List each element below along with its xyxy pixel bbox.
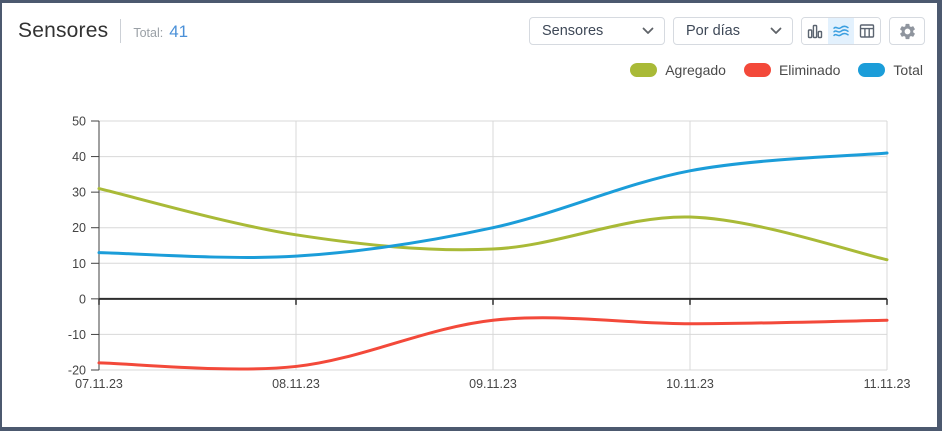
line-chart-icon [833,25,849,37]
header-divider [120,19,122,43]
widget-header: Sensores Total: 41 Sensores Por días [2,3,937,47]
legend-item-eliminado[interactable]: Eliminado [743,62,841,78]
legend-label-agregado: Agregado [665,62,726,78]
legend-label-eliminado: Eliminado [778,62,841,78]
series-total [97,151,889,259]
page-title: Sensores [18,19,109,42]
svg-text:0: 0 [79,292,86,306]
svg-text:-20: -20 [68,364,86,378]
bar-chart-icon [807,24,823,39]
metric-select-value: Sensores [542,23,604,39]
table-view-button[interactable] [854,18,880,44]
svg-text:20: 20 [72,221,86,235]
metric-select[interactable]: Sensores [529,17,665,45]
chevron-down-icon [642,27,654,34]
svg-text:11.11.23: 11.11.23 [864,377,911,391]
series-agregado [97,187,889,262]
svg-text:09.11.23: 09.11.23 [469,377,517,391]
svg-text:08.11.23: 08.11.23 [272,377,320,391]
svg-text:10: 10 [72,257,86,271]
svg-text:30: 30 [72,186,86,200]
legend-swatch-agregado [630,63,658,77]
legend-swatch-eliminado [743,63,771,77]
svg-text:-10: -10 [68,328,86,342]
legend-label-total: Total [893,62,923,78]
settings-button[interactable] [889,17,925,45]
chart-view-switcher [801,17,881,45]
bar-chart-view-button[interactable] [802,18,828,44]
period-select-value: Por días [686,23,740,39]
legend-swatch-total [858,63,886,77]
chevron-down-icon [770,27,782,34]
period-select[interactable]: Por días [673,17,793,45]
gear-icon [899,23,915,39]
series-eliminado [97,316,889,371]
legend-item-total[interactable]: Total [858,62,923,78]
svg-text:50: 50 [72,115,86,129]
legend-item-agregado[interactable]: Agregado [630,62,726,78]
toolbar: Sensores Por días [529,17,925,45]
svg-text:07.11.23: 07.11.23 [75,377,123,391]
total-label: Total: [133,26,164,40]
svg-text:10.11.23: 10.11.23 [666,377,714,391]
svg-text:40: 40 [72,150,86,164]
chart-legend: Agregado Eliminado Total [2,47,937,79]
total-value: 41 [169,22,189,41]
table-icon [859,24,875,38]
line-chart-view-button[interactable] [828,18,854,44]
